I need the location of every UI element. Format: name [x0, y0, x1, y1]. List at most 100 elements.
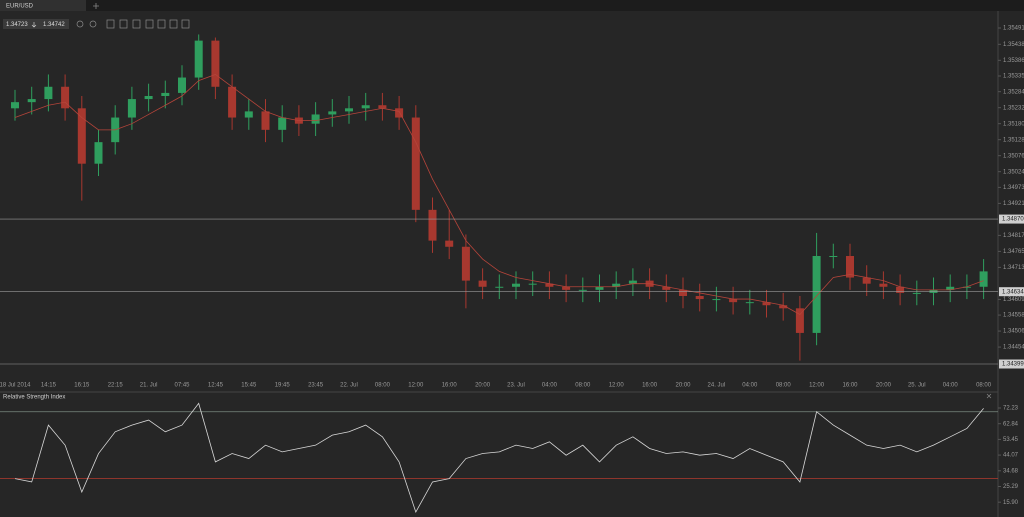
candle-body [578, 289, 587, 291]
tool-1[interactable] [106, 19, 115, 29]
x-tick-label: 08:00 [976, 383, 992, 389]
candle-body [795, 308, 804, 333]
candle-body [461, 246, 470, 281]
tab[interactable] [0, 0, 86, 11]
candle-body [395, 108, 404, 118]
candle-body [812, 256, 821, 333]
candle-body [595, 286, 604, 290]
x-tick-label: 20:00 [876, 383, 892, 389]
y-tick-label: 1.34817 [1003, 233, 1024, 239]
y-tick-label: 1.34506 [1003, 329, 1024, 335]
rsi-line [14, 402, 984, 514]
x-tick-label: 08:00 [776, 383, 792, 389]
candle-body [261, 111, 270, 130]
candle-body [44, 86, 53, 100]
candle-body [846, 256, 854, 278]
candle-body [345, 108, 353, 112]
candle-body [512, 283, 520, 287]
candle-body [94, 142, 103, 164]
candle-body [144, 96, 153, 100]
y-tick-label: 34.68 [1003, 468, 1019, 474]
tool-7[interactable] [181, 19, 190, 29]
x-tick-label: 08:00 [575, 383, 591, 389]
x-tick-label: 12:00 [408, 383, 424, 389]
arrow-icon [31, 22, 37, 28]
candle-body [829, 256, 838, 257]
candle-body [695, 296, 704, 300]
candle-body [612, 283, 621, 287]
tool-4[interactable] [145, 19, 154, 29]
y-tick-label: 1.35180 [1003, 121, 1024, 127]
x-tick-label: 12:00 [609, 383, 625, 389]
candle-body [77, 108, 86, 164]
tool-2[interactable] [119, 19, 128, 29]
candle-body [946, 286, 955, 290]
price-line-badge [999, 359, 1024, 369]
y-tick-label: 1.35386 [1003, 58, 1024, 64]
y-tick-label: 72.23 [1003, 406, 1019, 412]
candle-body [912, 292, 921, 294]
x-tick-label: 23:45 [308, 383, 324, 389]
x-tick-label: 25. Jul [908, 383, 926, 389]
candle-body [361, 105, 370, 109]
x-tick-label: 16:15 [74, 383, 90, 389]
x-tick-label: 24. Jul [708, 383, 726, 389]
candle-body [979, 271, 988, 287]
candle-body [194, 40, 203, 78]
x-tick-label: 16:00 [642, 383, 658, 389]
candle-body [495, 286, 504, 288]
price-badge [3, 19, 69, 29]
x-tick-label: 04:00 [742, 383, 758, 389]
x-tick-label: 04:00 [943, 383, 959, 389]
y-tick-label: 44.07 [1003, 453, 1019, 459]
tool-6[interactable] [169, 19, 178, 29]
moving-average [14, 74, 984, 315]
y-tick-label: 1.35335 [1003, 74, 1024, 80]
tool-3[interactable] [132, 19, 141, 29]
x-tick-label: 12:45 [208, 383, 224, 389]
candle-body [11, 102, 19, 109]
candle-body [178, 77, 186, 93]
candle-body [378, 105, 387, 109]
candle-body [211, 40, 220, 87]
y-tick-label: 1.34713 [1003, 265, 1024, 271]
close-panel[interactable] [986, 393, 992, 399]
y-tick-label: 1.35128 [1003, 137, 1024, 143]
x-tick-label: 22. Jul [340, 383, 358, 389]
y-tick-label: 1.35076 [1003, 153, 1024, 159]
candle-body [127, 99, 136, 118]
candle-body [679, 289, 687, 296]
x-tick-label: 18 Jul 2014 [0, 383, 31, 389]
y-tick-label: 53.45 [1003, 437, 1019, 443]
y-tick-label: 1.34973 [1003, 185, 1024, 191]
x-tick-label: 16:00 [442, 383, 458, 389]
candle-body [896, 286, 905, 293]
x-tick-label: 22:15 [108, 383, 124, 389]
candle-body [662, 286, 671, 290]
price-line-label: 1.34870 [1002, 217, 1024, 223]
x-tick-label: 16:00 [842, 383, 858, 389]
y-tick-label: 1.34765 [1003, 249, 1024, 255]
candle-body [228, 86, 237, 118]
y-tick-label: 1.35232 [1003, 105, 1024, 111]
price-line-badge [999, 214, 1024, 224]
ask-price: 1.34742 [43, 22, 65, 28]
tool-5[interactable] [157, 19, 166, 29]
x-tick-label: 20:00 [475, 383, 491, 389]
candle-body [528, 283, 537, 285]
panel-title: Relative Strength Index [3, 395, 65, 401]
tab-symbol: EUR/USD [6, 4, 34, 10]
candle-body [779, 305, 788, 309]
x-tick-label: 14:15 [41, 383, 57, 389]
candle-body [628, 280, 637, 284]
candle-body [745, 302, 754, 304]
add-tab[interactable] [93, 3, 99, 9]
y-tick-label: 1.34921 [1003, 201, 1024, 207]
zoom-out[interactable] [89, 20, 97, 28]
price-line-label: 1.34399 [1002, 362, 1024, 368]
candle-body [962, 286, 971, 288]
zoom-in[interactable] [76, 20, 84, 28]
candle-body [862, 277, 871, 284]
